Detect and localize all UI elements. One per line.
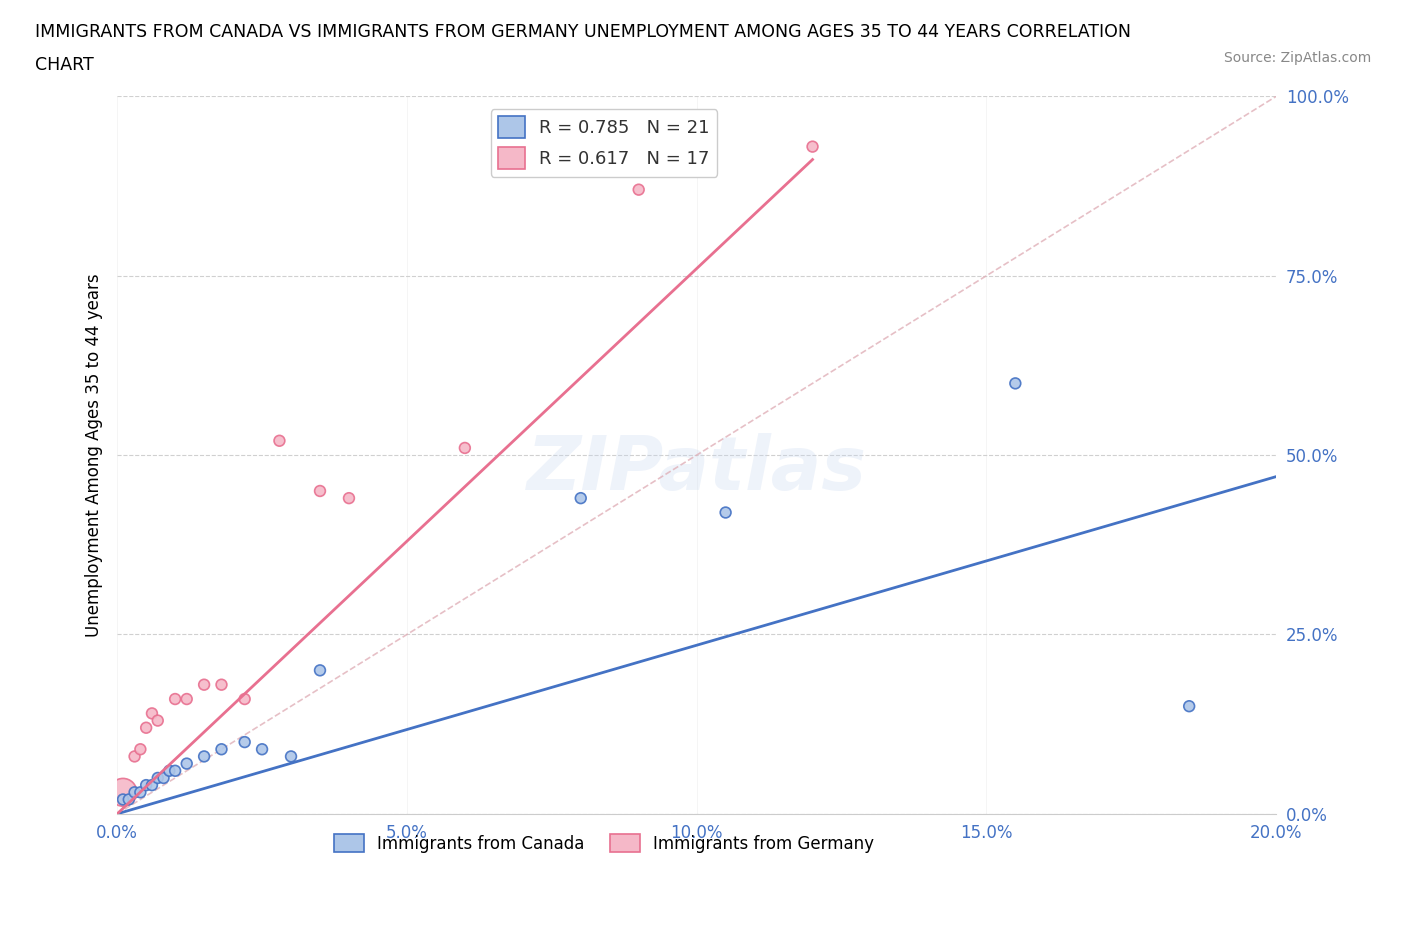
Point: [111, 785, 134, 800]
Legend: Immigrants from Canada, Immigrants from Germany: Immigrants from Canada, Immigrants from …: [328, 828, 880, 859]
Point: [233, 692, 256, 707]
Point: [1004, 376, 1026, 391]
Point: [165, 692, 187, 707]
Point: [280, 749, 302, 764]
Point: [165, 764, 187, 778]
Point: [146, 713, 169, 728]
Text: IMMIGRANTS FROM CANADA VS IMMIGRANTS FROM GERMANY UNEMPLOYMENT AMONG AGES 35 TO : IMMIGRANTS FROM CANADA VS IMMIGRANTS FRO…: [35, 23, 1132, 41]
Point: [129, 785, 152, 800]
Point: [714, 505, 737, 520]
Point: [129, 742, 152, 757]
Point: [135, 721, 157, 736]
Point: [146, 771, 169, 786]
Point: [176, 756, 198, 771]
Point: [124, 749, 146, 764]
Point: [141, 706, 163, 721]
Point: [118, 792, 141, 807]
Point: [309, 663, 332, 678]
Point: [627, 182, 650, 197]
Point: [152, 771, 174, 786]
Point: [135, 777, 157, 792]
Point: [454, 441, 477, 456]
Point: [141, 777, 163, 792]
Text: ZIPatlas: ZIPatlas: [527, 433, 866, 506]
Point: [193, 749, 215, 764]
Point: [193, 677, 215, 692]
Point: [176, 692, 198, 707]
Y-axis label: Unemployment Among Ages 35 to 44 years: Unemployment Among Ages 35 to 44 years: [86, 273, 103, 637]
Point: [337, 491, 360, 506]
Point: [250, 742, 273, 757]
Point: [157, 764, 180, 778]
Text: CHART: CHART: [35, 56, 94, 73]
Point: [124, 785, 146, 800]
Point: [269, 433, 291, 448]
Text: Source: ZipAtlas.com: Source: ZipAtlas.com: [1223, 51, 1371, 65]
Point: [111, 792, 134, 807]
Point: [233, 735, 256, 750]
Point: [309, 484, 332, 498]
Point: [211, 677, 233, 692]
Point: [801, 140, 824, 154]
Point: [211, 742, 233, 757]
Point: [1178, 698, 1201, 713]
Point: [569, 491, 592, 506]
